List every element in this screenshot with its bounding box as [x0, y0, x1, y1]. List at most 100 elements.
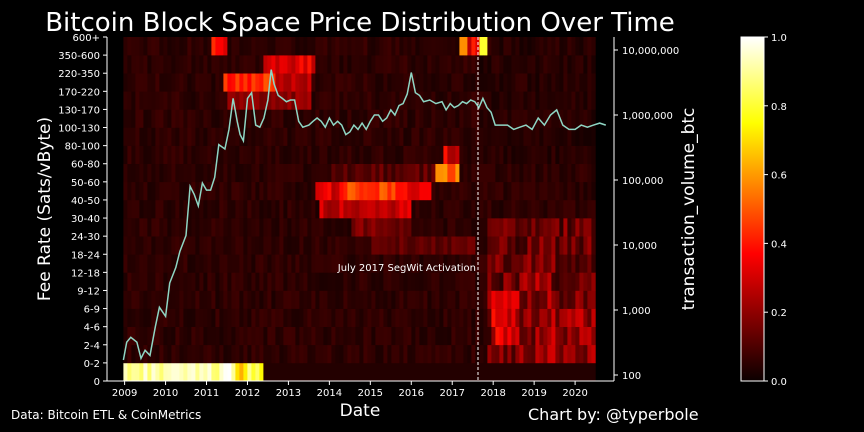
- heatmap-cell: [363, 181, 368, 201]
- heatmap-cell: [359, 199, 364, 219]
- heatmap-cell: [519, 163, 524, 183]
- heatmap-cell: [123, 290, 128, 309]
- heatmap-cell: [395, 308, 400, 328]
- heatmap-cell: [131, 236, 136, 255]
- heatmap-cell: [127, 199, 132, 219]
- heatmap-cell: [411, 181, 416, 201]
- heatmap-cell: [147, 163, 152, 183]
- heatmap-cell: [555, 127, 560, 146]
- heatmap-cell: [559, 55, 564, 74]
- heatmap-cell: [375, 73, 380, 92]
- y-tick-label: 2-4: [84, 341, 100, 352]
- heatmap-cell: [283, 272, 288, 291]
- heatmap-cell: [319, 109, 324, 128]
- heatmap-cell: [243, 55, 248, 74]
- heatmap-cell: [499, 290, 504, 309]
- heatmap-cell: [215, 290, 220, 309]
- heatmap-cell: [407, 218, 412, 237]
- heatmap-cell: [163, 181, 168, 201]
- heatmap-cell: [243, 73, 248, 92]
- heatmap-cell: [191, 127, 196, 146]
- heatmap-cell: [395, 272, 400, 291]
- heatmap-cell: [175, 290, 180, 309]
- heatmap-cell: [539, 199, 544, 219]
- heatmap-cell: [291, 163, 296, 183]
- heatmap-cell: [263, 218, 268, 237]
- heatmap-cell: [395, 37, 400, 56]
- heatmap-cell: [543, 362, 548, 382]
- heatmap-cell: [127, 181, 132, 201]
- heatmap-cell: [163, 163, 168, 183]
- heatmap-cell: [343, 55, 348, 74]
- heatmap-cell: [459, 254, 464, 273]
- heatmap-cell: [311, 127, 316, 146]
- heatmap-cell: [363, 91, 368, 110]
- heatmap-cell: [439, 254, 444, 273]
- heatmap-cell: [463, 218, 468, 237]
- heatmap-cell: [419, 344, 424, 364]
- heatmap-cell: [355, 362, 360, 382]
- heatmap-cell: [551, 145, 556, 165]
- heatmap-cell: [275, 73, 280, 92]
- heatmap-cell: [283, 127, 288, 146]
- heatmap-cell: [439, 326, 444, 346]
- y-tick-label: 220-350: [58, 69, 100, 80]
- heatmap-cell: [223, 344, 228, 364]
- heatmap-cell: [583, 254, 588, 273]
- heatmap-cell: [183, 181, 188, 201]
- heatmap-cell: [439, 344, 444, 364]
- heatmap-cell: [343, 73, 348, 92]
- heatmap-cell: [127, 326, 132, 346]
- heatmap-cell: [223, 127, 228, 146]
- heatmap-cell: [379, 145, 384, 165]
- heatmap-cell: [391, 145, 396, 165]
- heatmap-cell: [347, 91, 352, 110]
- heatmap-cell: [311, 326, 316, 346]
- heatmap-cell: [431, 236, 436, 255]
- heatmap-cell: [231, 199, 236, 219]
- heatmap-cell: [403, 362, 408, 382]
- heatmap-cell: [487, 290, 492, 309]
- heatmap-cell: [475, 326, 480, 346]
- heatmap-cell: [559, 37, 564, 56]
- heatmap-cell: [547, 163, 552, 183]
- heatmap-cell: [187, 127, 192, 146]
- heatmap-cell: [287, 55, 292, 74]
- heatmap-cell: [299, 272, 304, 291]
- heatmap-cell: [367, 163, 372, 183]
- heatmap-cell: [427, 145, 432, 165]
- heatmap-cell: [291, 37, 296, 56]
- heatmap-cell: [151, 344, 156, 364]
- heatmap-cell: [511, 127, 516, 146]
- heatmap-cell: [235, 181, 240, 201]
- heatmap-cell: [263, 344, 268, 364]
- heatmap-cell: [527, 127, 532, 146]
- heatmap-cell: [487, 308, 492, 328]
- heatmap-cell: [343, 127, 348, 146]
- heatmap-cell: [235, 308, 240, 328]
- heatmap-cell: [587, 362, 592, 382]
- heatmap-cell: [371, 199, 376, 219]
- heatmap-cell: [591, 37, 596, 56]
- heatmap-cell: [147, 127, 152, 146]
- heatmap-cell: [247, 163, 252, 183]
- heatmap-cell: [379, 55, 384, 74]
- heatmap-cell: [271, 181, 276, 201]
- heatmap-cell: [395, 326, 400, 346]
- heatmap-cell: [403, 344, 408, 364]
- heatmap-cell: [551, 254, 556, 273]
- heatmap-cell: [303, 272, 308, 291]
- heatmap-cell: [299, 199, 304, 219]
- heatmap-cell: [135, 55, 140, 74]
- heatmap-cell: [203, 218, 208, 237]
- heatmap-cell: [195, 326, 200, 346]
- heatmap-cell: [479, 272, 484, 291]
- heatmap-cell: [183, 199, 188, 219]
- heatmap-cell: [147, 362, 152, 382]
- heatmap-cell: [339, 91, 344, 110]
- heatmap-cell: [331, 91, 336, 110]
- heatmap-cell: [479, 254, 484, 273]
- heatmap-cell: [387, 55, 392, 74]
- heatmap-cell: [223, 199, 228, 219]
- heatmap-cell: [403, 290, 408, 309]
